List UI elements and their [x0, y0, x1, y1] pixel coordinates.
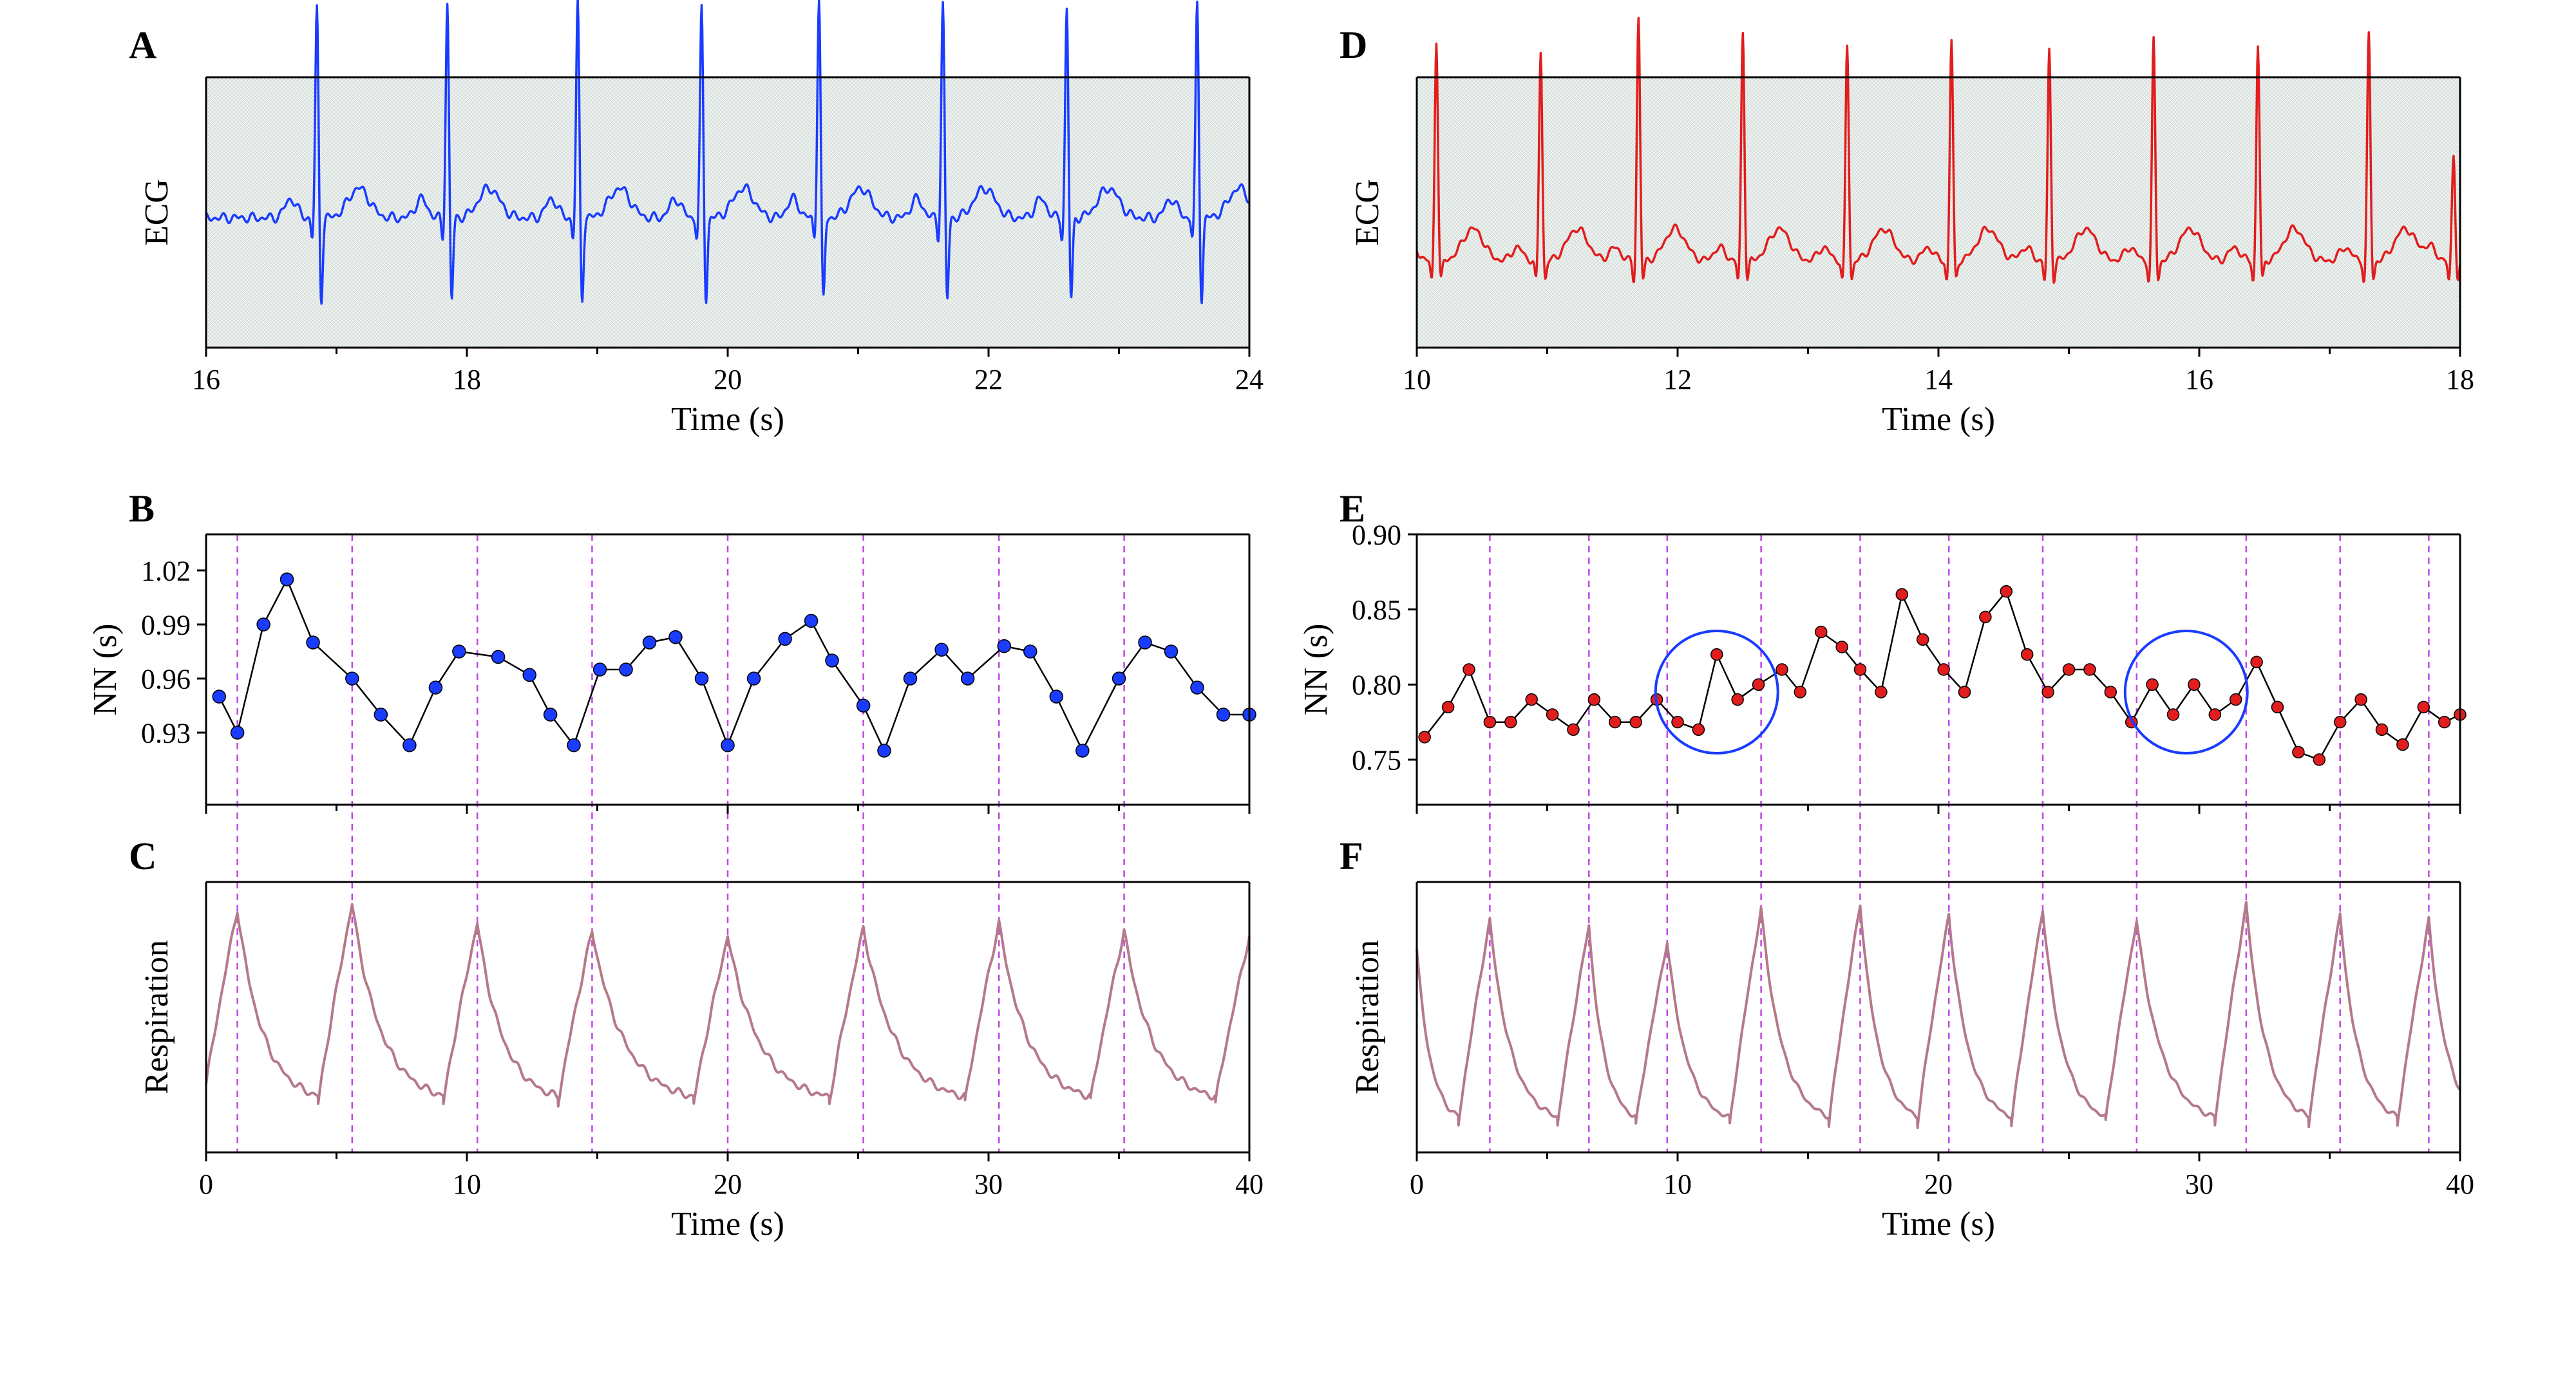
svg-text:Time (s): Time (s)	[1882, 1206, 1995, 1243]
svg-text:Time (s): Time (s)	[671, 1206, 784, 1243]
svg-text:30: 30	[974, 1168, 1003, 1200]
svg-text:D: D	[1340, 24, 1367, 66]
svg-text:10: 10	[453, 1168, 481, 1200]
svg-text:Respiration: Respiration	[1349, 940, 1386, 1094]
svg-text:1.02: 1.02	[141, 555, 191, 586]
svg-text:0.80: 0.80	[1352, 670, 1401, 701]
svg-text:NN (s): NN (s)	[87, 624, 124, 716]
svg-text:ECG: ECG	[138, 179, 175, 246]
svg-text:0.99: 0.99	[141, 609, 191, 641]
svg-text:20: 20	[714, 364, 742, 395]
svg-text:0.75: 0.75	[1352, 744, 1401, 776]
svg-text:NN (s): NN (s)	[1298, 624, 1334, 716]
svg-text:24: 24	[1235, 364, 1264, 395]
svg-text:A: A	[129, 24, 156, 66]
figure-root: 16 18 20 22 24 Time (s) ECG A 10 12 14 16 18 Time (s)…	[0, 0, 2576, 1388]
svg-text:20: 20	[714, 1168, 742, 1200]
svg-text:0: 0	[199, 1168, 213, 1200]
svg-text:0.96: 0.96	[141, 663, 191, 695]
svg-text:Time (s): Time (s)	[671, 401, 784, 438]
svg-text:18: 18	[453, 364, 481, 395]
svg-text:E: E	[1340, 487, 1365, 530]
svg-text:B: B	[129, 487, 155, 530]
svg-text:C: C	[129, 835, 156, 877]
svg-text:18: 18	[2446, 364, 2474, 395]
svg-text:12: 12	[1663, 364, 1692, 395]
svg-text:Respiration: Respiration	[138, 940, 175, 1094]
svg-text:10: 10	[1663, 1168, 1692, 1200]
svg-text:0.93: 0.93	[141, 717, 191, 749]
svg-text:F: F	[1340, 835, 1363, 877]
svg-text:10: 10	[1403, 364, 1431, 395]
figure-svg: 16 18 20 22 24 Time (s) ECG A 10 12 14 16 18 Time (s)…	[0, 0, 2576, 1388]
svg-text:16: 16	[2185, 364, 2213, 395]
svg-text:20: 20	[1924, 1168, 1953, 1200]
svg-text:0: 0	[1410, 1168, 1424, 1200]
svg-text:ECG: ECG	[1349, 179, 1386, 246]
svg-text:16: 16	[192, 364, 220, 395]
svg-text:22: 22	[974, 364, 1003, 395]
svg-text:40: 40	[1235, 1168, 1264, 1200]
svg-text:Time (s): Time (s)	[1882, 401, 1995, 438]
svg-text:40: 40	[2446, 1168, 2474, 1200]
svg-text:30: 30	[2185, 1168, 2213, 1200]
svg-text:0.85: 0.85	[1352, 594, 1401, 626]
svg-text:14: 14	[1924, 364, 1953, 395]
